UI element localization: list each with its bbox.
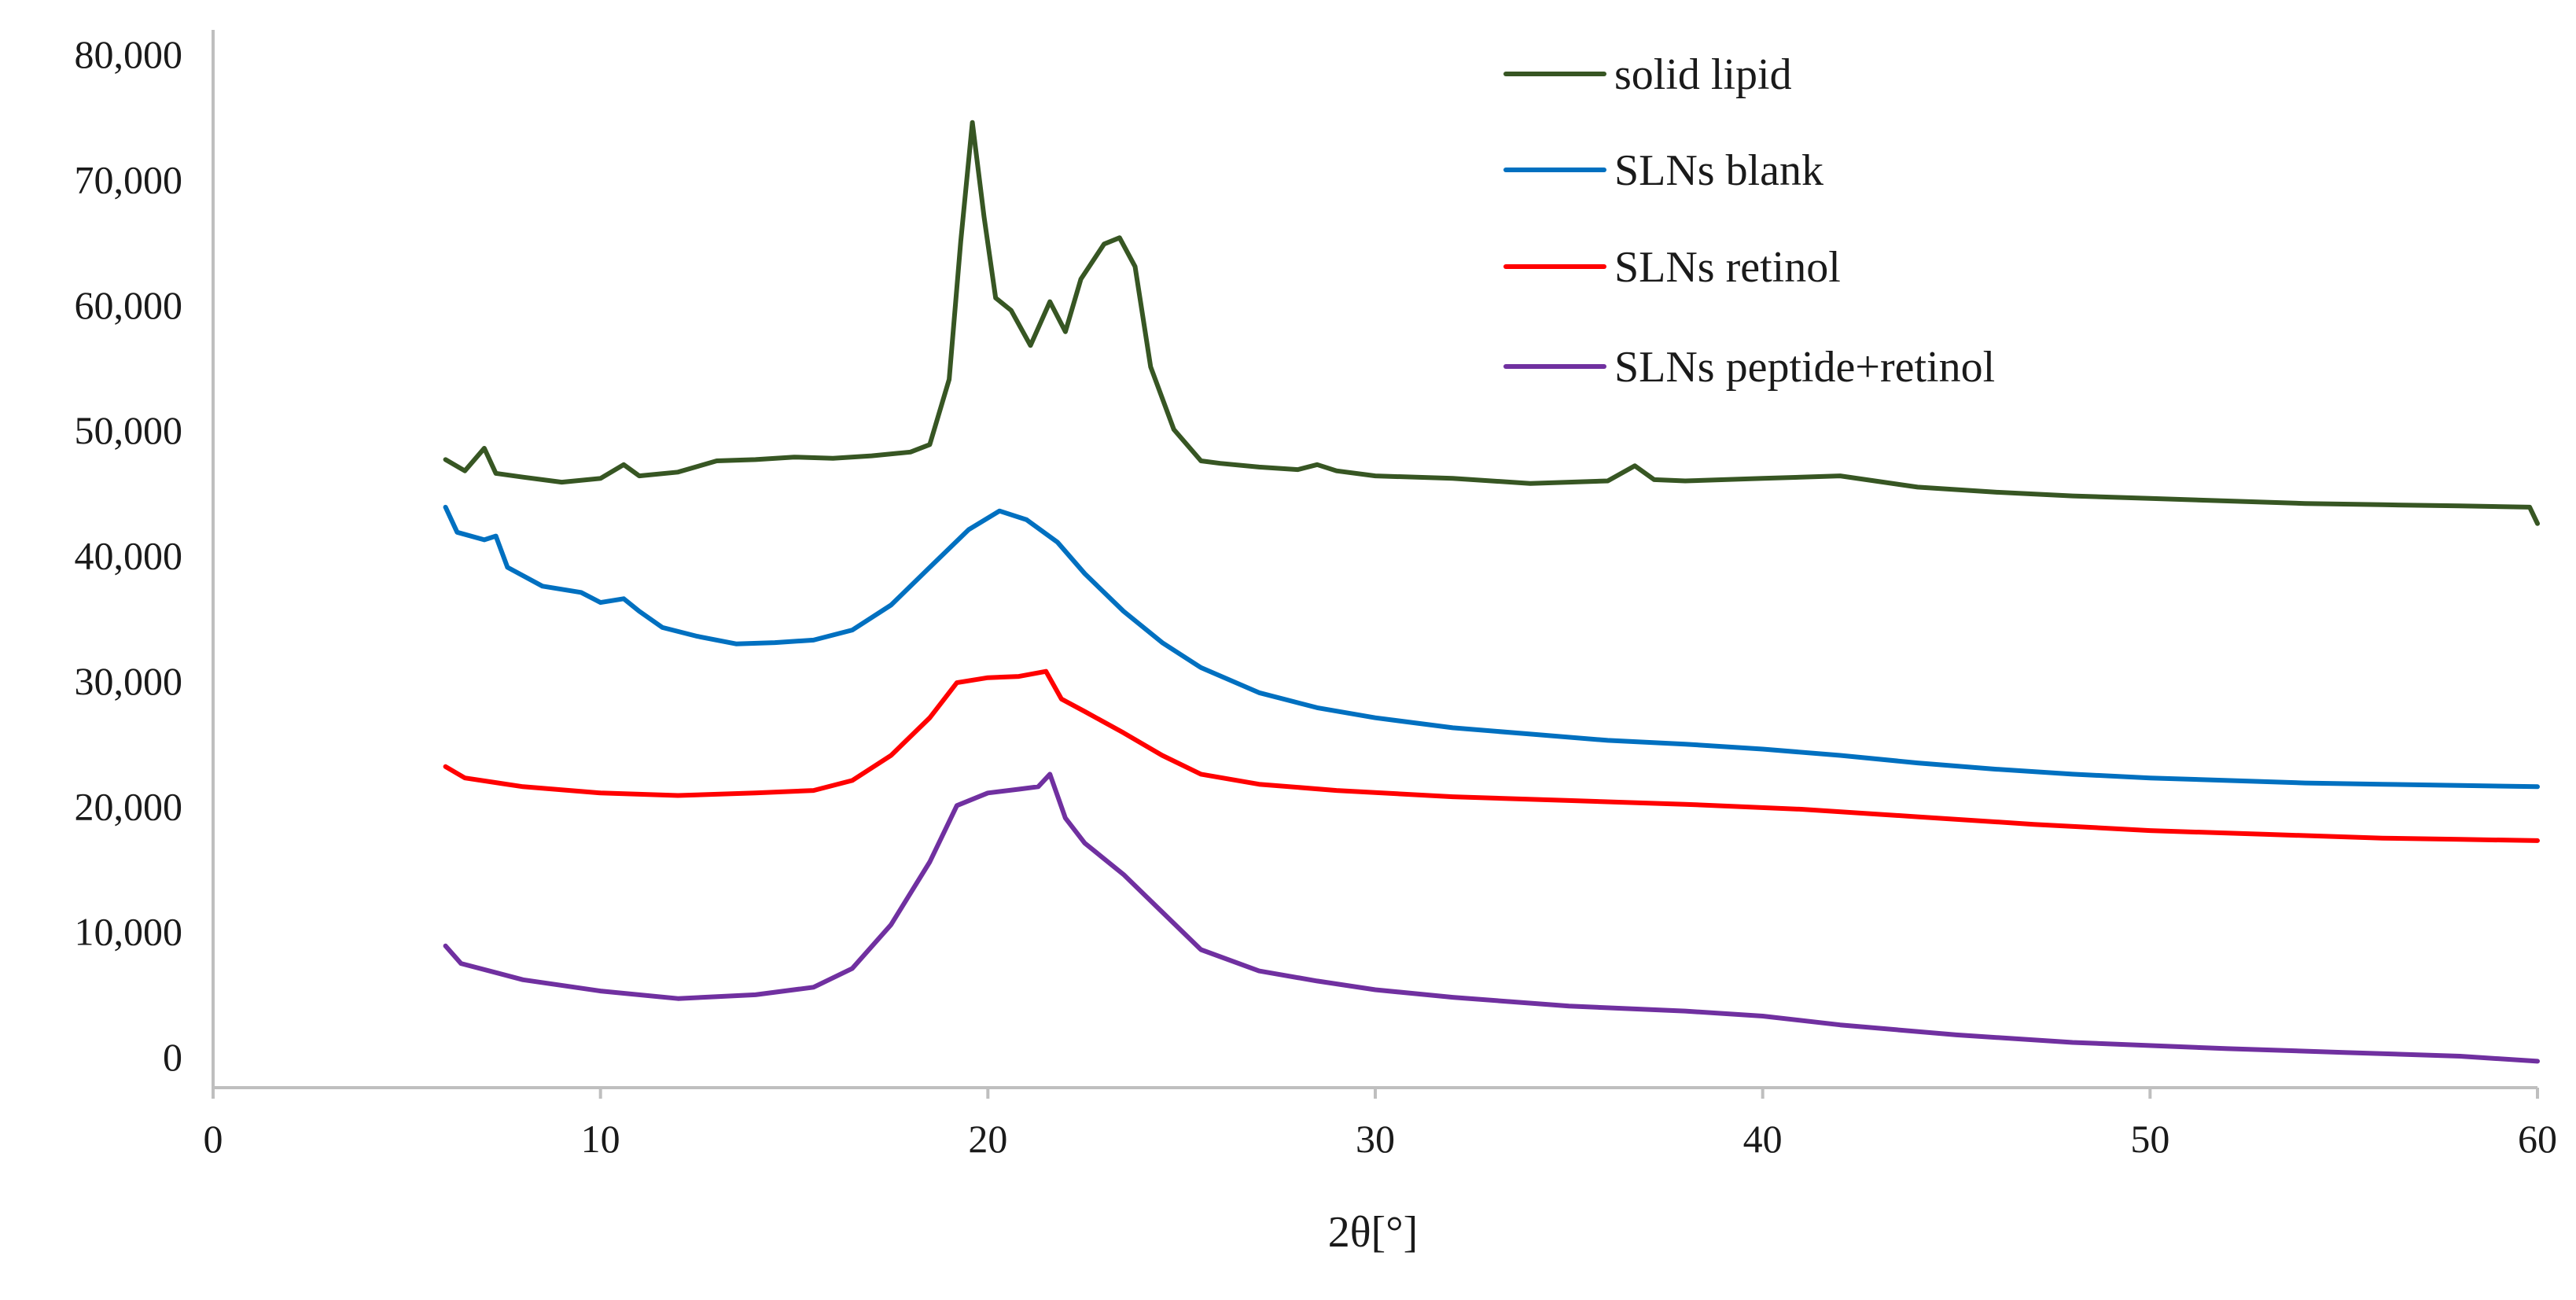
x-axis-title: 2θ[°] (1328, 1208, 1419, 1257)
x-tick-label: 60 (2518, 1117, 2557, 1161)
x-tick-label: 40 (1743, 1117, 1783, 1161)
y-tick-label: 60,000 (75, 283, 183, 327)
y-tick-label: 20,000 (75, 784, 183, 828)
x-tick-label: 50 (2130, 1117, 2169, 1161)
y-tick-label: 40,000 (75, 534, 183, 578)
y-tick-label: 30,000 (75, 659, 183, 703)
series-line-solid-lipid (443, 120, 2540, 526)
axes: 0 10 20 30 40 50 60 0 10,000 20,000 30,000 40,000 50… (75, 30, 2557, 1161)
y-tick-label: 0 (163, 1035, 182, 1079)
x-tick-label: 20 (968, 1117, 1007, 1161)
y-tick-label: 80,000 (75, 32, 183, 76)
y-tick-label: 10,000 (75, 910, 183, 954)
legend-label: SLNs peptide+retinol (1614, 343, 1995, 392)
y-tick-label: 50,000 (75, 408, 183, 452)
series-line-slns-retinol (443, 668, 2540, 843)
series-line-slns-blank (443, 504, 2540, 790)
legend: solid lipid SLNs blank SLNs retinol SLNs pe… (1503, 50, 1995, 392)
x-tick-label: 10 (581, 1117, 620, 1161)
legend-label: solid lipid (1614, 50, 1792, 99)
y-tick-label: 70,000 (75, 157, 183, 201)
plot-area (443, 120, 2540, 1064)
x-tick-label: 0 (204, 1117, 223, 1161)
x-tick-label: 30 (1356, 1117, 1395, 1161)
series-line-slns-peptide-retinol (443, 772, 2540, 1064)
legend-label: SLNs retinol (1614, 243, 1841, 292)
legend-label: SLNs blank (1614, 146, 1823, 195)
